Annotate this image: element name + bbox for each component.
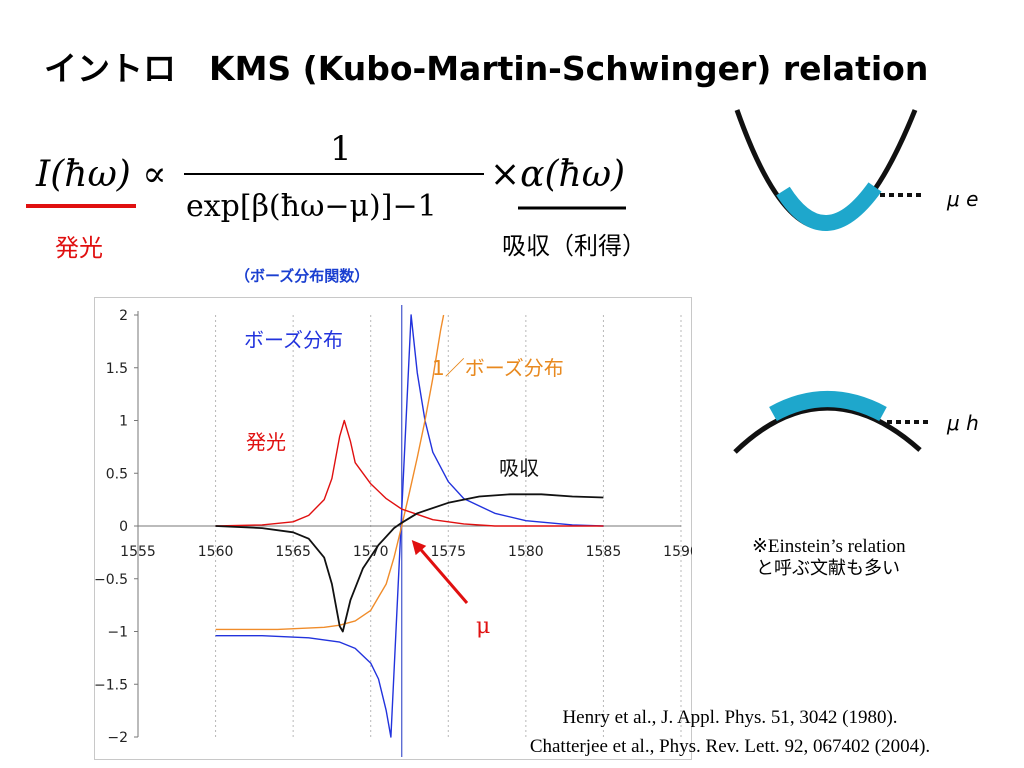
- bose-function-note: （ボーズ分布関数）: [235, 267, 370, 285]
- mu-label: μ: [476, 614, 490, 639]
- formula-rhs: ×α(ħω): [490, 154, 625, 195]
- x-tick-label: 1570: [353, 544, 389, 560]
- electron-filled-band: [776, 182, 882, 231]
- y-tick-label: 0: [119, 519, 128, 535]
- x-tick-label: 1580: [508, 544, 544, 560]
- reference-1: Henry et al., J. Appl. Phys. 51, 3042 (1…: [562, 707, 898, 728]
- valence-band-diagram: μ h: [733, 391, 979, 454]
- kms-formula: I(ħω) ∝ 1 exp[β(ħω−μ)]−1 ×α(ħω): [26, 129, 626, 224]
- y-tick-label: −1.5: [94, 677, 128, 693]
- mu-arrow-head: [411, 540, 427, 556]
- absorption-label: 吸収（利得）: [502, 232, 646, 260]
- formula-numerator: 1: [330, 129, 352, 169]
- x-tick-label: 1560: [198, 544, 234, 560]
- mu-arrow-shaft: [416, 545, 469, 604]
- conduction-band-curve: [734, 109, 918, 230]
- y-tick-label: 2: [119, 308, 128, 324]
- y-tick-label: −2: [107, 730, 128, 746]
- einstein-note: ※Einstein’s relation と呼ぶ文献も多い: [752, 536, 906, 580]
- references: Henry et al., J. Appl. Phys. 51, 3042 (1…: [440, 703, 1020, 761]
- series-label: 吸収: [499, 456, 539, 480]
- x-tick-label: 1585: [586, 544, 622, 560]
- y-tick-label: 0.5: [106, 466, 128, 482]
- y-tick-label: −1: [107, 625, 128, 641]
- reference-2: Chatterjee et al., Phys. Rev. Lett. 92, …: [529, 736, 931, 757]
- series-label: ボーズ分布: [244, 328, 343, 352]
- formula-denominator: exp[β(ħω−μ)]−1: [186, 189, 437, 224]
- conduction-band-diagram: μ e: [734, 109, 978, 231]
- y-tick-label: −0.5: [94, 572, 128, 588]
- emission-label: 発光: [55, 234, 103, 262]
- x-tick-label: 1575: [430, 544, 466, 560]
- x-tick-label: 1565: [275, 544, 311, 560]
- series-line: [215, 314, 445, 631]
- series-line: [215, 419, 604, 527]
- formula-lhs: I(ħω) ∝: [35, 154, 167, 195]
- einstein-note-line1: ※Einstein’s relation: [752, 536, 906, 557]
- einstein-note-line2: と呼ぶ文献も多い: [756, 558, 900, 579]
- y-tick-label: 1.5: [106, 361, 128, 377]
- kms-chart: 2 1.5 1 0.5 0 −0.5 −1 −1.5 −2 1555 1560 1565 1570 157…: [94, 297, 692, 760]
- series-line: [215, 314, 604, 738]
- series-line: [215, 493, 604, 633]
- x-tick-label: 1590: [663, 544, 692, 560]
- electron-quasi-fermi-label: μ e: [946, 187, 978, 211]
- series-label: 発光: [246, 430, 286, 454]
- hole-quasi-fermi-label: μ h: [946, 411, 979, 435]
- y-tick-label: 1: [119, 414, 128, 430]
- x-tick-label: 1555: [120, 544, 156, 560]
- valence-band-curve: [733, 405, 922, 454]
- hole-filled-band: [769, 391, 887, 422]
- page-title: イントロ KMS (Kubo-Martin-Schwinger) relatio…: [44, 49, 929, 88]
- series-label: 1／ボーズ分布: [432, 356, 564, 380]
